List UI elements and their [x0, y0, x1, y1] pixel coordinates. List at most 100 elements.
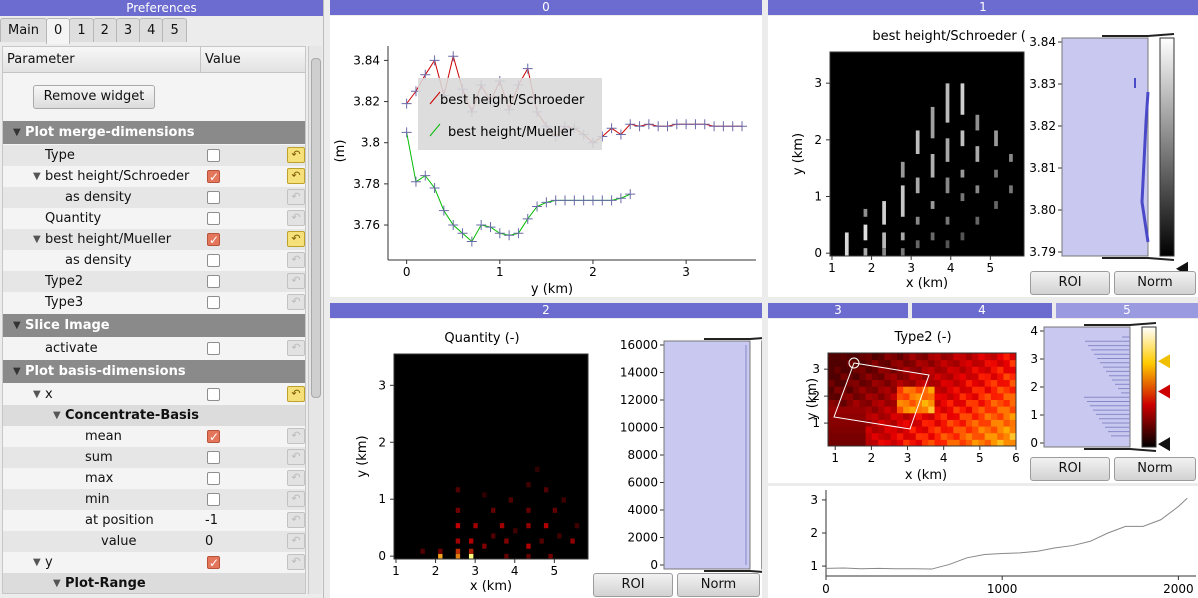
- scrollbar-thumb[interactable]: [311, 58, 321, 398]
- reset-icon[interactable]: ↶: [287, 428, 305, 444]
- reset-icon[interactable]: ↶: [287, 231, 305, 247]
- pref-tab-main[interactable]: Main: [0, 18, 48, 42]
- pref-row-plot-range[interactable]: ▼ Plot-Range: [3, 573, 305, 593]
- reset-icon[interactable]: ↶: [287, 273, 305, 289]
- colorbar-3[interactable]: 4 3 2 1 0: [1030, 319, 1198, 459]
- pref-row-as-density[interactable]: as density ↶: [3, 250, 305, 271]
- reset-icon[interactable]: ↶: [287, 189, 305, 205]
- pref-row-type3[interactable]: Type3 ↶: [3, 292, 305, 313]
- checkbox[interactable]: [207, 472, 220, 485]
- pref-tab-5[interactable]: 5: [162, 18, 187, 42]
- remove-widget-button[interactable]: Remove widget: [33, 85, 155, 109]
- checkbox[interactable]: [207, 296, 220, 309]
- expand-arrow-icon[interactable]: ▼: [53, 410, 61, 421]
- pref-row-min[interactable]: min ↶: [3, 489, 305, 510]
- checkbox[interactable]: [207, 167, 220, 188]
- pref-row-slice-image[interactable]: ▼ Slice Image: [3, 314, 305, 337]
- checkbox[interactable]: [207, 493, 220, 506]
- roi-button-1[interactable]: ROI: [1030, 271, 1110, 295]
- checkbox[interactable]: [207, 451, 220, 464]
- checkbox[interactable]: [207, 149, 220, 162]
- expand-arrow-icon[interactable]: ▼: [33, 171, 41, 182]
- parameter-column-header[interactable]: Parameter: [3, 47, 201, 72]
- reset-icon[interactable]: ↶: [287, 491, 305, 507]
- line-chart[interactable]: 0 1 2 3 3.84 3.82 3.8 3.78 3.76 y (km) (m) best hei…: [330, 16, 762, 297]
- reset-icon[interactable]: ↶: [287, 147, 305, 163]
- checkbox[interactable]: [207, 254, 220, 267]
- pref-row-mean[interactable]: mean ↶: [3, 426, 305, 448]
- pref-row-y[interactable]: ▼ y ↶: [3, 552, 305, 574]
- type2-heatmap[interactable]: Type2 (-) 1 2 3 4 5 6 1 2 3 x (km) y (km): [768, 319, 1030, 483]
- profile-chart[interactable]: 0 1000 2000 1 2 3: [768, 486, 1198, 598]
- pref-row-plot-basis-dimensions[interactable]: ▼ Plot basis-dimensions: [3, 360, 305, 383]
- checkbox[interactable]: [207, 212, 220, 225]
- checkbox[interactable]: [207, 388, 220, 401]
- pref-row-best-height-schroeder[interactable]: ▼ best height/Schroeder ↶: [3, 166, 305, 188]
- pref-row-as-density[interactable]: as density ↶: [3, 187, 305, 208]
- expand-arrow-icon[interactable]: ▼: [13, 320, 21, 331]
- pref-row-max[interactable]: max ↶: [3, 468, 305, 489]
- panel-5-title[interactable]: 5: [1056, 303, 1198, 318]
- panel-4-title[interactable]: 4: [912, 303, 1052, 318]
- reset-icon[interactable]: ↶: [287, 340, 305, 356]
- roi-button-2[interactable]: ROI: [593, 573, 673, 597]
- pref-tab-4[interactable]: 4: [139, 18, 164, 42]
- expand-arrow-icon[interactable]: ▼: [53, 578, 61, 589]
- pref-row-at-position[interactable]: at position -1 ↶: [3, 510, 305, 531]
- panel-0-title[interactable]: 0: [330, 0, 762, 15]
- colorbar-1[interactable]: 3.84 3.83 3.82 3.81 3.80 3.79: [1026, 16, 1198, 271]
- pref-row-concentrate-basis[interactable]: ▼ Concentrate-Basis: [3, 405, 305, 426]
- colorbar-tick-label: 0: [1030, 436, 1038, 450]
- pref-tab-3[interactable]: 3: [115, 18, 141, 42]
- pref-row-type[interactable]: Type ↶: [3, 145, 305, 166]
- reset-icon[interactable]: ↶: [287, 470, 305, 486]
- expand-arrow-icon[interactable]: ▼: [33, 389, 41, 400]
- reset-icon[interactable]: ↶: [287, 449, 305, 465]
- reset-icon[interactable]: ↶: [287, 168, 305, 184]
- pref-row-sum[interactable]: sum ↶: [3, 447, 305, 468]
- colorbar-2[interactable]: 16000 14000 12000 10000 8000 6000 4000 2000 0: [592, 319, 762, 573]
- pref-value[interactable]: -1: [205, 513, 218, 528]
- panel-2-title[interactable]: 2: [330, 303, 762, 318]
- expand-arrow-icon[interactable]: ▼: [13, 127, 21, 138]
- reset-icon[interactable]: ↶: [287, 533, 305, 549]
- panel-3-title[interactable]: 3: [768, 303, 908, 318]
- checkbox[interactable]: [207, 427, 220, 448]
- heatmap-cell: [953, 399, 961, 407]
- expand-arrow-icon[interactable]: ▼: [33, 234, 41, 245]
- checkbox[interactable]: [207, 275, 220, 288]
- norm-button-3[interactable]: Norm: [1114, 457, 1196, 481]
- panel-1-title[interactable]: 1: [768, 0, 1198, 15]
- pref-row-best-height-mueller[interactable]: ▼ best height/Mueller ↶: [3, 229, 305, 251]
- checkbox[interactable]: [207, 342, 220, 355]
- norm-button-2[interactable]: Norm: [677, 573, 760, 597]
- reset-icon[interactable]: ↶: [287, 210, 305, 226]
- reset-icon[interactable]: ↶: [287, 252, 305, 268]
- preferences-scrollbar[interactable]: [308, 46, 322, 594]
- pref-row-quantity[interactable]: Quantity ↶: [3, 208, 305, 229]
- expand-arrow-icon[interactable]: ▼: [33, 557, 41, 568]
- pref-row-activate[interactable]: activate ↶: [3, 338, 305, 359]
- expand-arrow-icon[interactable]: ▼: [13, 366, 21, 377]
- pref-row-value[interactable]: value 0 ↶: [3, 531, 305, 552]
- checkbox[interactable]: [207, 553, 220, 574]
- reset-icon[interactable]: ↶: [287, 294, 305, 310]
- pref-row-x[interactable]: ▼ x ↶: [3, 384, 305, 405]
- checkbox[interactable]: [207, 230, 220, 251]
- reset-icon[interactable]: ↶: [287, 512, 305, 528]
- norm-button-1[interactable]: Norm: [1114, 271, 1196, 295]
- pref-tab-0[interactable]: 0: [46, 18, 71, 44]
- data-point: [504, 230, 515, 241]
- reset-icon[interactable]: ↶: [287, 554, 305, 570]
- checkbox[interactable]: [207, 191, 220, 204]
- value-column-header[interactable]: Value: [205, 52, 241, 67]
- pref-row-type2[interactable]: Type2 ↶: [3, 271, 305, 292]
- pref-value[interactable]: 0: [205, 534, 214, 549]
- pref-row-plot-merge-dimensions[interactable]: ▼ Plot merge-dimensions: [3, 121, 305, 144]
- pref-tab-1[interactable]: 1: [69, 18, 94, 42]
- pref-tab-2[interactable]: 2: [92, 18, 117, 42]
- reset-icon[interactable]: ↶: [287, 386, 305, 402]
- roi-button-3[interactable]: ROI: [1030, 457, 1110, 481]
